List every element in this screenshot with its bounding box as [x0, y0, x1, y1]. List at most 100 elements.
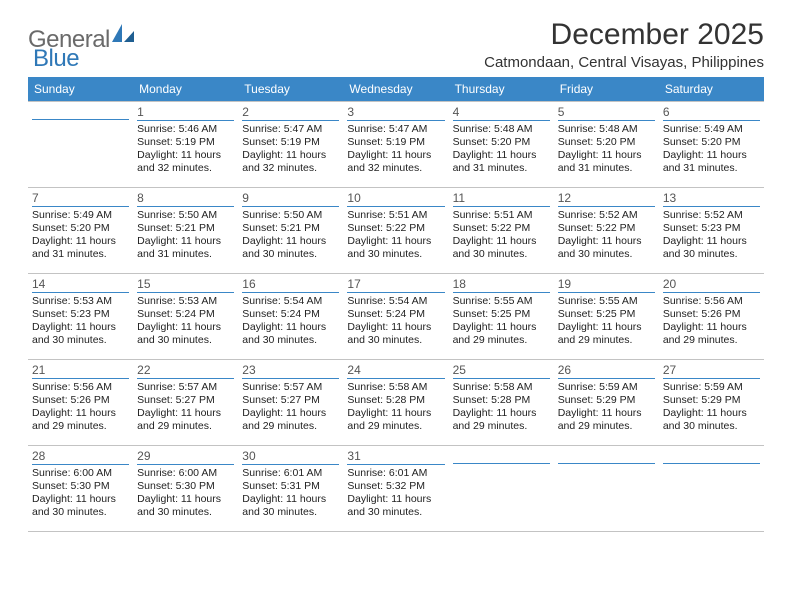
day-number: 4	[453, 105, 550, 121]
sunrise-text: Sunrise: 5:53 AM	[137, 295, 234, 308]
day-info: Sunrise: 5:49 AMSunset: 5:20 PMDaylight:…	[663, 123, 760, 176]
calendar-day-cell: 4 Sunrise: 5:48 AMSunset: 5:20 PMDaylight…	[449, 102, 554, 188]
day-number: 25	[453, 363, 550, 379]
calendar-day-cell: 16 Sunrise: 5:54 AMSunset: 5:24 PMDayligh…	[238, 274, 343, 360]
day-number: 11	[453, 191, 550, 207]
daylight-text: Daylight: 11 hours and 29 minutes.	[663, 321, 760, 347]
calendar-day-cell: 25 Sunrise: 5:58 AMSunset: 5:28 PMDayligh…	[449, 360, 554, 446]
sunrise-text: Sunrise: 5:57 AM	[137, 381, 234, 394]
daylight-text: Daylight: 11 hours and 31 minutes.	[32, 235, 129, 261]
sunset-text: Sunset: 5:23 PM	[32, 308, 129, 321]
day-info: Sunrise: 5:58 AMSunset: 5:28 PMDaylight:…	[347, 381, 444, 434]
day-info: Sunrise: 5:55 AMSunset: 5:25 PMDaylight:…	[453, 295, 550, 348]
day-number: 19	[558, 277, 655, 293]
calendar-day-cell	[449, 446, 554, 532]
calendar-day-cell: 15Sunrise: 5:53 AMSunset: 5:24 PMDayligh…	[133, 274, 238, 360]
day-number: 28	[32, 449, 129, 465]
sunset-text: Sunset: 5:20 PM	[663, 136, 760, 149]
day-info: Sunrise: 5:56 AMSunset: 5:26 PMDaylight:…	[32, 381, 129, 434]
blank-day-header	[558, 449, 655, 464]
sunrise-text: Sunrise: 5:57 AM	[242, 381, 339, 394]
day-number: 3	[347, 105, 444, 121]
daylight-text: Daylight: 11 hours and 29 minutes.	[453, 321, 550, 347]
sunrise-text: Sunrise: 5:48 AM	[453, 123, 550, 136]
sunrise-text: Sunrise: 5:50 AM	[242, 209, 339, 222]
sunset-text: Sunset: 5:24 PM	[242, 308, 339, 321]
day-info: Sunrise: 6:00 AMSunset: 5:30 PMDaylight:…	[137, 467, 234, 520]
day-info: Sunrise: 5:47 AMSunset: 5:19 PMDaylight:…	[347, 123, 444, 176]
sunrise-text: Sunrise: 6:01 AM	[242, 467, 339, 480]
sunrise-text: Sunrise: 5:59 AM	[663, 381, 760, 394]
day-number: 12	[558, 191, 655, 207]
weekday-header: Friday	[554, 77, 659, 102]
calendar-day-cell	[659, 446, 764, 532]
sunset-text: Sunset: 5:30 PM	[32, 480, 129, 493]
sunset-text: Sunset: 5:19 PM	[347, 136, 444, 149]
day-info: Sunrise: 5:59 AMSunset: 5:29 PMDaylight:…	[558, 381, 655, 434]
sunset-text: Sunset: 5:30 PM	[137, 480, 234, 493]
calendar-day-cell: 9Sunrise: 5:50 AMSunset: 5:21 PMDaylight…	[238, 188, 343, 274]
sunrise-text: Sunrise: 5:47 AM	[242, 123, 339, 136]
sunset-text: Sunset: 5:20 PM	[32, 222, 129, 235]
logo-blue-row: Blue	[33, 45, 79, 73]
calendar-table: Sunday Monday Tuesday Wednesday Thursday…	[28, 77, 764, 532]
weekday-header: Monday	[133, 77, 238, 102]
day-number: 27	[663, 363, 760, 379]
day-number: 1	[137, 105, 234, 121]
day-info: Sunrise: 5:48 AMSunset: 5:20 PMDaylight:…	[558, 123, 655, 176]
sunrise-text: Sunrise: 6:00 AM	[137, 467, 234, 480]
blank-day-header	[453, 449, 550, 464]
calendar-day-cell: 28Sunrise: 6:00 AMSunset: 5:30 PMDayligh…	[28, 446, 133, 532]
sunrise-text: Sunrise: 5:58 AM	[347, 381, 444, 394]
sunset-text: Sunset: 5:29 PM	[663, 394, 760, 407]
day-info: Sunrise: 5:50 AMSunset: 5:21 PMDaylight:…	[242, 209, 339, 262]
day-info: Sunrise: 5:51 AMSunset: 5:22 PMDaylight:…	[347, 209, 444, 262]
calendar-week-row: 21Sunrise: 5:56 AMSunset: 5:26 PMDayligh…	[28, 360, 764, 446]
day-info: Sunrise: 5:58 AMSunset: 5:28 PMDaylight:…	[453, 381, 550, 434]
daylight-text: Daylight: 11 hours and 30 minutes.	[453, 235, 550, 261]
calendar-day-cell: 26Sunrise: 5:59 AMSunset: 5:29 PMDayligh…	[554, 360, 659, 446]
logo-sail-icon	[112, 24, 134, 47]
weekday-header: Tuesday	[238, 77, 343, 102]
sunset-text: Sunset: 5:31 PM	[242, 480, 339, 493]
calendar-page: General December 2025 Catmondaan, Centra…	[0, 0, 792, 542]
daylight-text: Daylight: 11 hours and 31 minutes.	[453, 149, 550, 175]
calendar-day-cell: 5Sunrise: 5:48 AMSunset: 5:20 PMDaylight…	[554, 102, 659, 188]
day-number: 6	[663, 105, 760, 121]
daylight-text: Daylight: 11 hours and 30 minutes.	[137, 493, 234, 519]
weekday-header: Wednesday	[343, 77, 448, 102]
sunset-text: Sunset: 5:23 PM	[663, 222, 760, 235]
day-info: Sunrise: 5:54 AMSunset: 5:24 PMDaylight:…	[242, 295, 339, 348]
daylight-text: Daylight: 11 hours and 30 minutes.	[347, 235, 444, 261]
sunrise-text: Sunrise: 5:52 AM	[663, 209, 760, 222]
daylight-text: Daylight: 11 hours and 32 minutes.	[242, 149, 339, 175]
sunrise-text: Sunrise: 5:51 AM	[453, 209, 550, 222]
day-info: Sunrise: 6:01 AMSunset: 5:31 PMDaylight:…	[242, 467, 339, 520]
calendar-day-cell: 1Sunrise: 5:46 AMSunset: 5:19 PMDaylight…	[133, 102, 238, 188]
sunrise-text: Sunrise: 5:46 AM	[137, 123, 234, 136]
daylight-text: Daylight: 11 hours and 30 minutes.	[347, 321, 444, 347]
day-info: Sunrise: 5:50 AMSunset: 5:21 PMDaylight:…	[137, 209, 234, 262]
day-info: Sunrise: 6:01 AMSunset: 5:32 PMDaylight:…	[347, 467, 444, 520]
location-subtitle: Catmondaan, Central Visayas, Philippines	[484, 54, 764, 71]
sunrise-text: Sunrise: 5:48 AM	[558, 123, 655, 136]
day-info: Sunrise: 5:48 AMSunset: 5:20 PMDaylight:…	[453, 123, 550, 176]
daylight-text: Daylight: 11 hours and 32 minutes.	[347, 149, 444, 175]
calendar-day-cell: 30Sunrise: 6:01 AMSunset: 5:31 PMDayligh…	[238, 446, 343, 532]
calendar-day-cell	[28, 102, 133, 188]
day-number: 16	[242, 277, 339, 293]
day-info: Sunrise: 5:47 AMSunset: 5:19 PMDaylight:…	[242, 123, 339, 176]
sunset-text: Sunset: 5:32 PM	[347, 480, 444, 493]
day-number: 24	[347, 363, 444, 379]
sunrise-text: Sunrise: 6:01 AM	[347, 467, 444, 480]
day-number: 23	[242, 363, 339, 379]
sunrise-text: Sunrise: 5:54 AM	[242, 295, 339, 308]
day-number: 13	[663, 191, 760, 207]
day-number: 10	[347, 191, 444, 207]
daylight-text: Daylight: 11 hours and 30 minutes.	[347, 493, 444, 519]
calendar-day-cell: 2Sunrise: 5:47 AMSunset: 5:19 PMDaylight…	[238, 102, 343, 188]
calendar-day-cell: 17Sunrise: 5:54 AMSunset: 5:24 PMDayligh…	[343, 274, 448, 360]
calendar-week-row: 28Sunrise: 6:00 AMSunset: 5:30 PMDayligh…	[28, 446, 764, 532]
weekday-header: Thursday	[449, 77, 554, 102]
weekday-header-row: Sunday Monday Tuesday Wednesday Thursday…	[28, 77, 764, 102]
